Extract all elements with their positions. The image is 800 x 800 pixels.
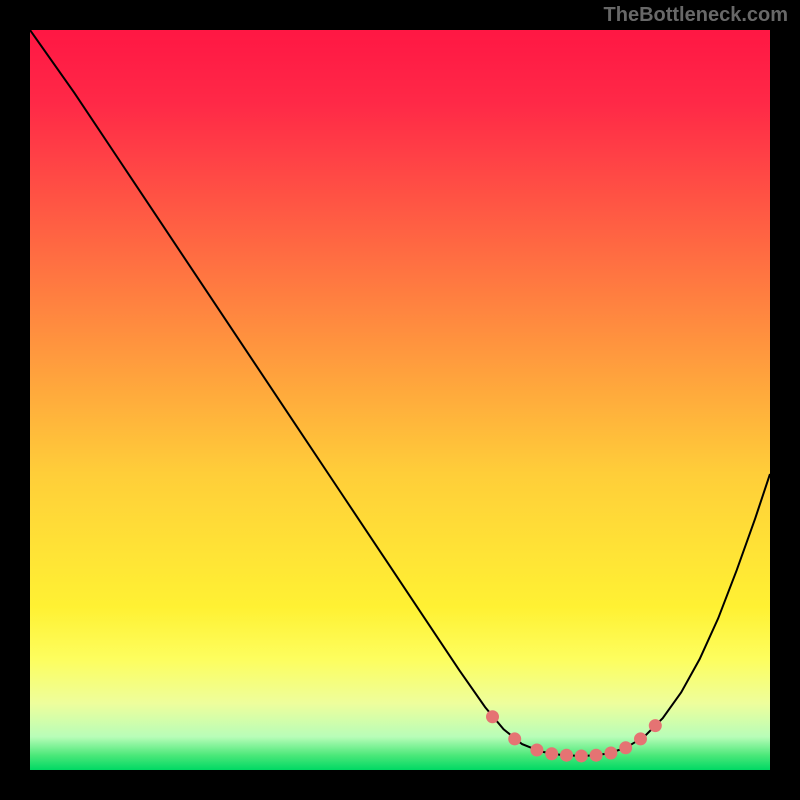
markers-layer	[30, 30, 770, 770]
watermark-text: TheBottleneck.com	[604, 4, 788, 27]
plot-area	[30, 30, 770, 770]
